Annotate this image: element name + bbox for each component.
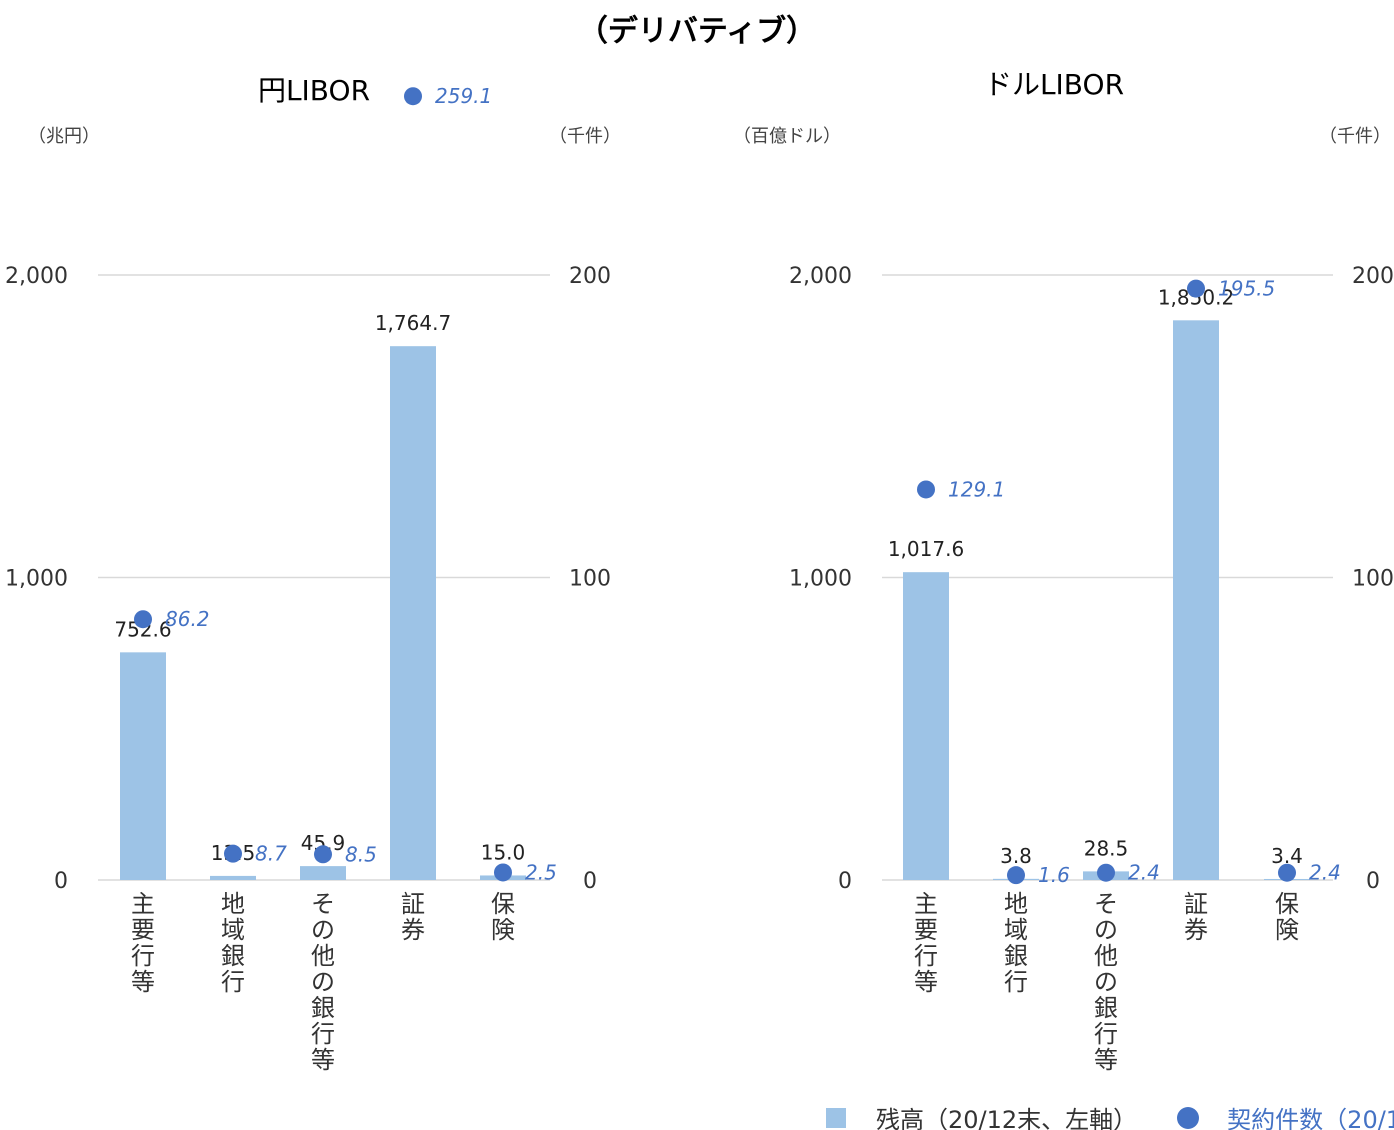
bar [903,572,949,880]
chart-title: 円LIBOR [258,74,370,107]
bar-value-label: 15.0 [481,840,526,864]
bar [300,866,346,880]
point-value-label: 195.5 [1218,277,1275,301]
point-value-label: 8.5 [345,842,377,866]
data-point [494,863,512,882]
point-value-label: 129.1 [948,477,1005,501]
right-tick-label: 200 [569,264,611,289]
right-tick-label: 200 [1352,264,1394,289]
left-tick-label: 0 [838,869,852,894]
point-value-label: 2.5 [525,860,557,884]
bar [120,652,166,880]
left-axis-unit: （兆円） [28,126,100,147]
bar-value-label: 3.8 [1000,844,1032,868]
data-point [134,610,152,629]
legend-bar-label: 残高（20/12末、左軸） [876,1106,1138,1130]
data-point [314,845,332,864]
data-point [1007,866,1025,885]
right-tick-label: 100 [1352,567,1394,592]
point-value-label: 86.2 [165,607,210,631]
bar [210,875,256,880]
data-point [1097,863,1115,882]
legend: 残高（20/12末、左軸） 契約件数（20/12末、右軸） [826,1100,1394,1130]
category-label: 主要行等 [914,890,938,996]
data-point [224,844,242,863]
figure-title: （デリバティブ） [577,14,817,49]
bar-value-label: 1,764.7 [375,311,451,335]
legend-bar-swatch [826,1107,846,1128]
legend-dot-label: 契約件数（20/12末、右軸） [1227,1106,1394,1130]
left-tick-label: 0 [54,869,68,894]
left-tick-label: 2,000 [789,264,852,289]
data-point [917,480,935,499]
point-value-label: 259.1 [435,84,492,108]
left-tick-label: 2,000 [5,264,68,289]
point-value-label: 8.7 [255,842,287,866]
point-value-label: 2.4 [1309,861,1341,885]
right-axis-unit: （千件） [549,126,621,147]
left-tick-label: 1,000 [5,567,68,592]
left-tick-label: 1,000 [789,567,852,592]
point-value-label: 2.4 [1128,861,1160,885]
category-label: 主要行等 [131,890,155,996]
right-tick-label: 0 [1366,869,1380,894]
category-label: 地域銀行 [1004,890,1028,996]
right-tick-label: 0 [583,869,597,894]
category-label: 保険 [1275,890,1299,944]
data-point [404,87,422,106]
bar-value-label: 1,017.6 [888,537,964,561]
data-point [1187,279,1205,298]
bar [390,346,436,881]
category-label: 保険 [491,890,515,944]
bar-value-label: 28.5 [1084,836,1129,860]
left-axis-unit: （百億ドル） [733,126,841,147]
category-label: 証券 [1184,890,1208,944]
category-label: 証券 [401,890,425,944]
category-label: その他の銀行等 [311,890,335,1074]
category-label: その他の銀行等 [1094,890,1118,1074]
right-tick-label: 100 [569,567,611,592]
chart-title: ドルLIBOR [984,68,1124,101]
right-axis-unit: （千件） [1319,126,1391,147]
bar [1173,320,1219,880]
data-point [1278,863,1296,882]
point-value-label: 1.6 [1038,863,1070,887]
legend-dot-swatch [1177,1106,1200,1129]
category-label: 地域銀行 [221,890,245,996]
